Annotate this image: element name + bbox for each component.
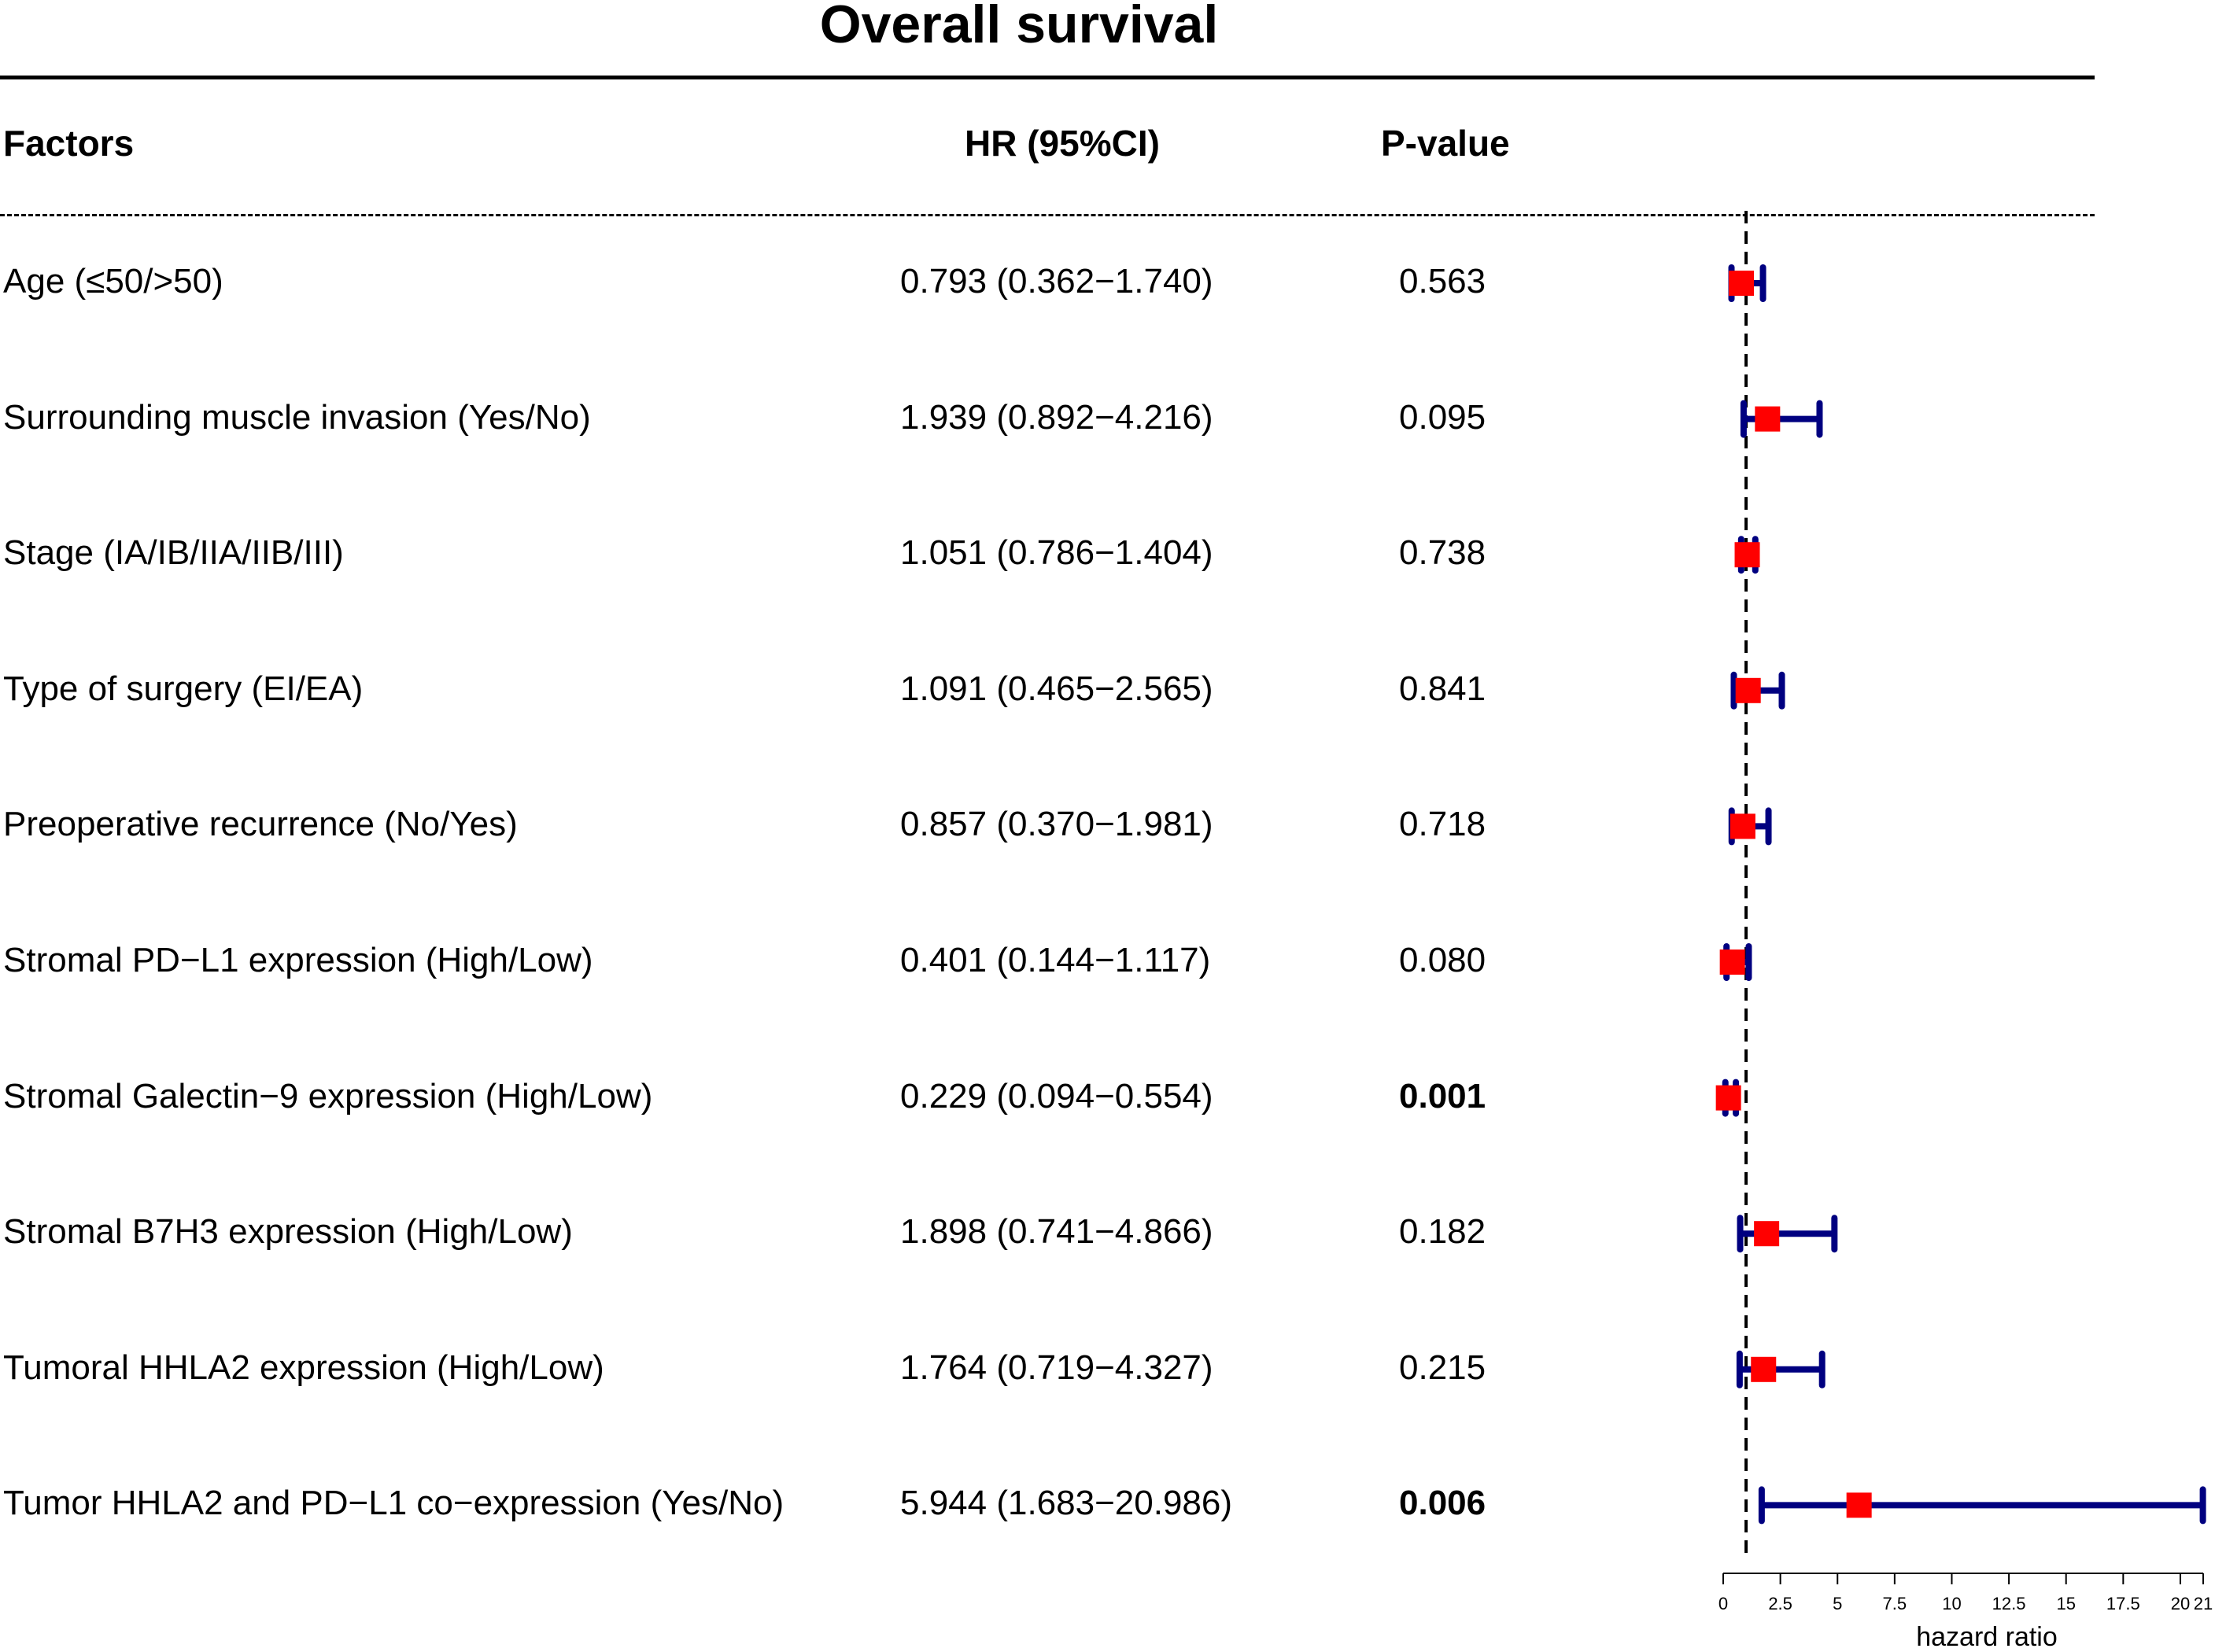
factor-label: Stromal B7H3 expression (High/Low) bbox=[3, 1212, 573, 1252]
x-axis-tick-label: 7.5 bbox=[1883, 1594, 1907, 1613]
hr-ci-value: 1.764 (0.719−4.327) bbox=[900, 1348, 1213, 1387]
factor-label: Stromal PD−L1 expression (High/Low) bbox=[3, 941, 593, 979]
hr-point bbox=[1730, 813, 1755, 839]
hr-ci-value: 5.944 (1.683−20.986) bbox=[900, 1484, 1233, 1523]
x-axis-tick-label: 2.5 bbox=[1768, 1594, 1792, 1613]
pvalue-column-header: P-value bbox=[1381, 123, 1510, 164]
factors-column-header: Factors bbox=[3, 123, 135, 164]
hr-point bbox=[1755, 406, 1781, 432]
p-value: 0.080 bbox=[1399, 941, 1486, 979]
factor-label: Tumor HHLA2 and PD−L1 co−expression (Yes… bbox=[3, 1484, 784, 1523]
p-value: 0.001 bbox=[1399, 1076, 1486, 1115]
hr-point bbox=[1735, 677, 1761, 703]
x-axis-tick-label: 20 bbox=[2171, 1594, 2190, 1613]
p-value: 0.095 bbox=[1399, 397, 1486, 437]
hr-point bbox=[1751, 1356, 1777, 1382]
x-axis-tick-label: 5 bbox=[1833, 1594, 1842, 1613]
x-axis-tick-label: 12.5 bbox=[1992, 1594, 2026, 1613]
hr-point bbox=[1715, 1085, 1741, 1111]
hr-ci-value: 0.401 (0.144−1.117) bbox=[900, 941, 1211, 979]
hr-ci-value: 0.857 (0.370−1.981) bbox=[900, 805, 1213, 844]
hr-ci-value: 1.939 (0.892−4.216) bbox=[900, 397, 1213, 437]
hr-ci-value: 0.229 (0.094−0.554) bbox=[900, 1076, 1213, 1115]
hr-ci-value: 1.091 (0.465−2.565) bbox=[900, 669, 1213, 708]
factor-label: Surrounding muscle invasion (Yes/No) bbox=[3, 397, 591, 437]
x-axis-tick-label: 0 bbox=[1718, 1594, 1728, 1613]
p-value: 0.841 bbox=[1399, 669, 1486, 708]
p-value: 0.738 bbox=[1399, 533, 1486, 573]
hr-point bbox=[1729, 271, 1755, 296]
hr-ci-value: 1.898 (0.741−4.866) bbox=[900, 1212, 1213, 1252]
hr-column-header: HR (95%CI) bbox=[965, 123, 1160, 164]
factor-label: Stromal Galectin−9 expression (High/Low) bbox=[3, 1076, 653, 1115]
p-value: 0.215 bbox=[1399, 1348, 1486, 1387]
x-axis-label: hazard ratio bbox=[1916, 1622, 2058, 1652]
p-value: 0.182 bbox=[1399, 1212, 1486, 1252]
p-value: 0.718 bbox=[1399, 805, 1486, 844]
x-axis-tick-label: 15 bbox=[2056, 1594, 2075, 1613]
factor-label: Type of surgery (EI/EA) bbox=[3, 669, 364, 708]
x-axis-tick-label: 17.5 bbox=[2106, 1594, 2140, 1613]
top-rule bbox=[0, 76, 2095, 79]
hr-point bbox=[1846, 1492, 1872, 1518]
p-value: 0.006 bbox=[1399, 1484, 1486, 1523]
hr-point bbox=[1734, 542, 1760, 568]
factor-label: Tumoral HHLA2 expression (High/Low) bbox=[3, 1348, 604, 1387]
chart-title: Overall survival bbox=[819, 0, 1219, 54]
header-dashed-rule bbox=[0, 214, 2095, 216]
hr-ci-value: 1.051 (0.786−1.404) bbox=[900, 533, 1213, 573]
hr-point bbox=[1754, 1221, 1780, 1247]
factor-label: Age (≤50/>50) bbox=[3, 262, 223, 301]
hr-ci-value: 0.793 (0.362−1.740) bbox=[900, 262, 1213, 301]
factor-label: Preoperative recurrence (No/Yes) bbox=[3, 805, 518, 844]
factor-label: Stage (IA/IB/IIA/IIB/III) bbox=[3, 533, 344, 573]
x-axis-tick-label: 21 bbox=[2194, 1594, 2213, 1613]
x-axis-tick-label: 10 bbox=[1942, 1594, 1961, 1613]
p-value: 0.563 bbox=[1399, 262, 1486, 301]
hr-point bbox=[1719, 950, 1745, 975]
